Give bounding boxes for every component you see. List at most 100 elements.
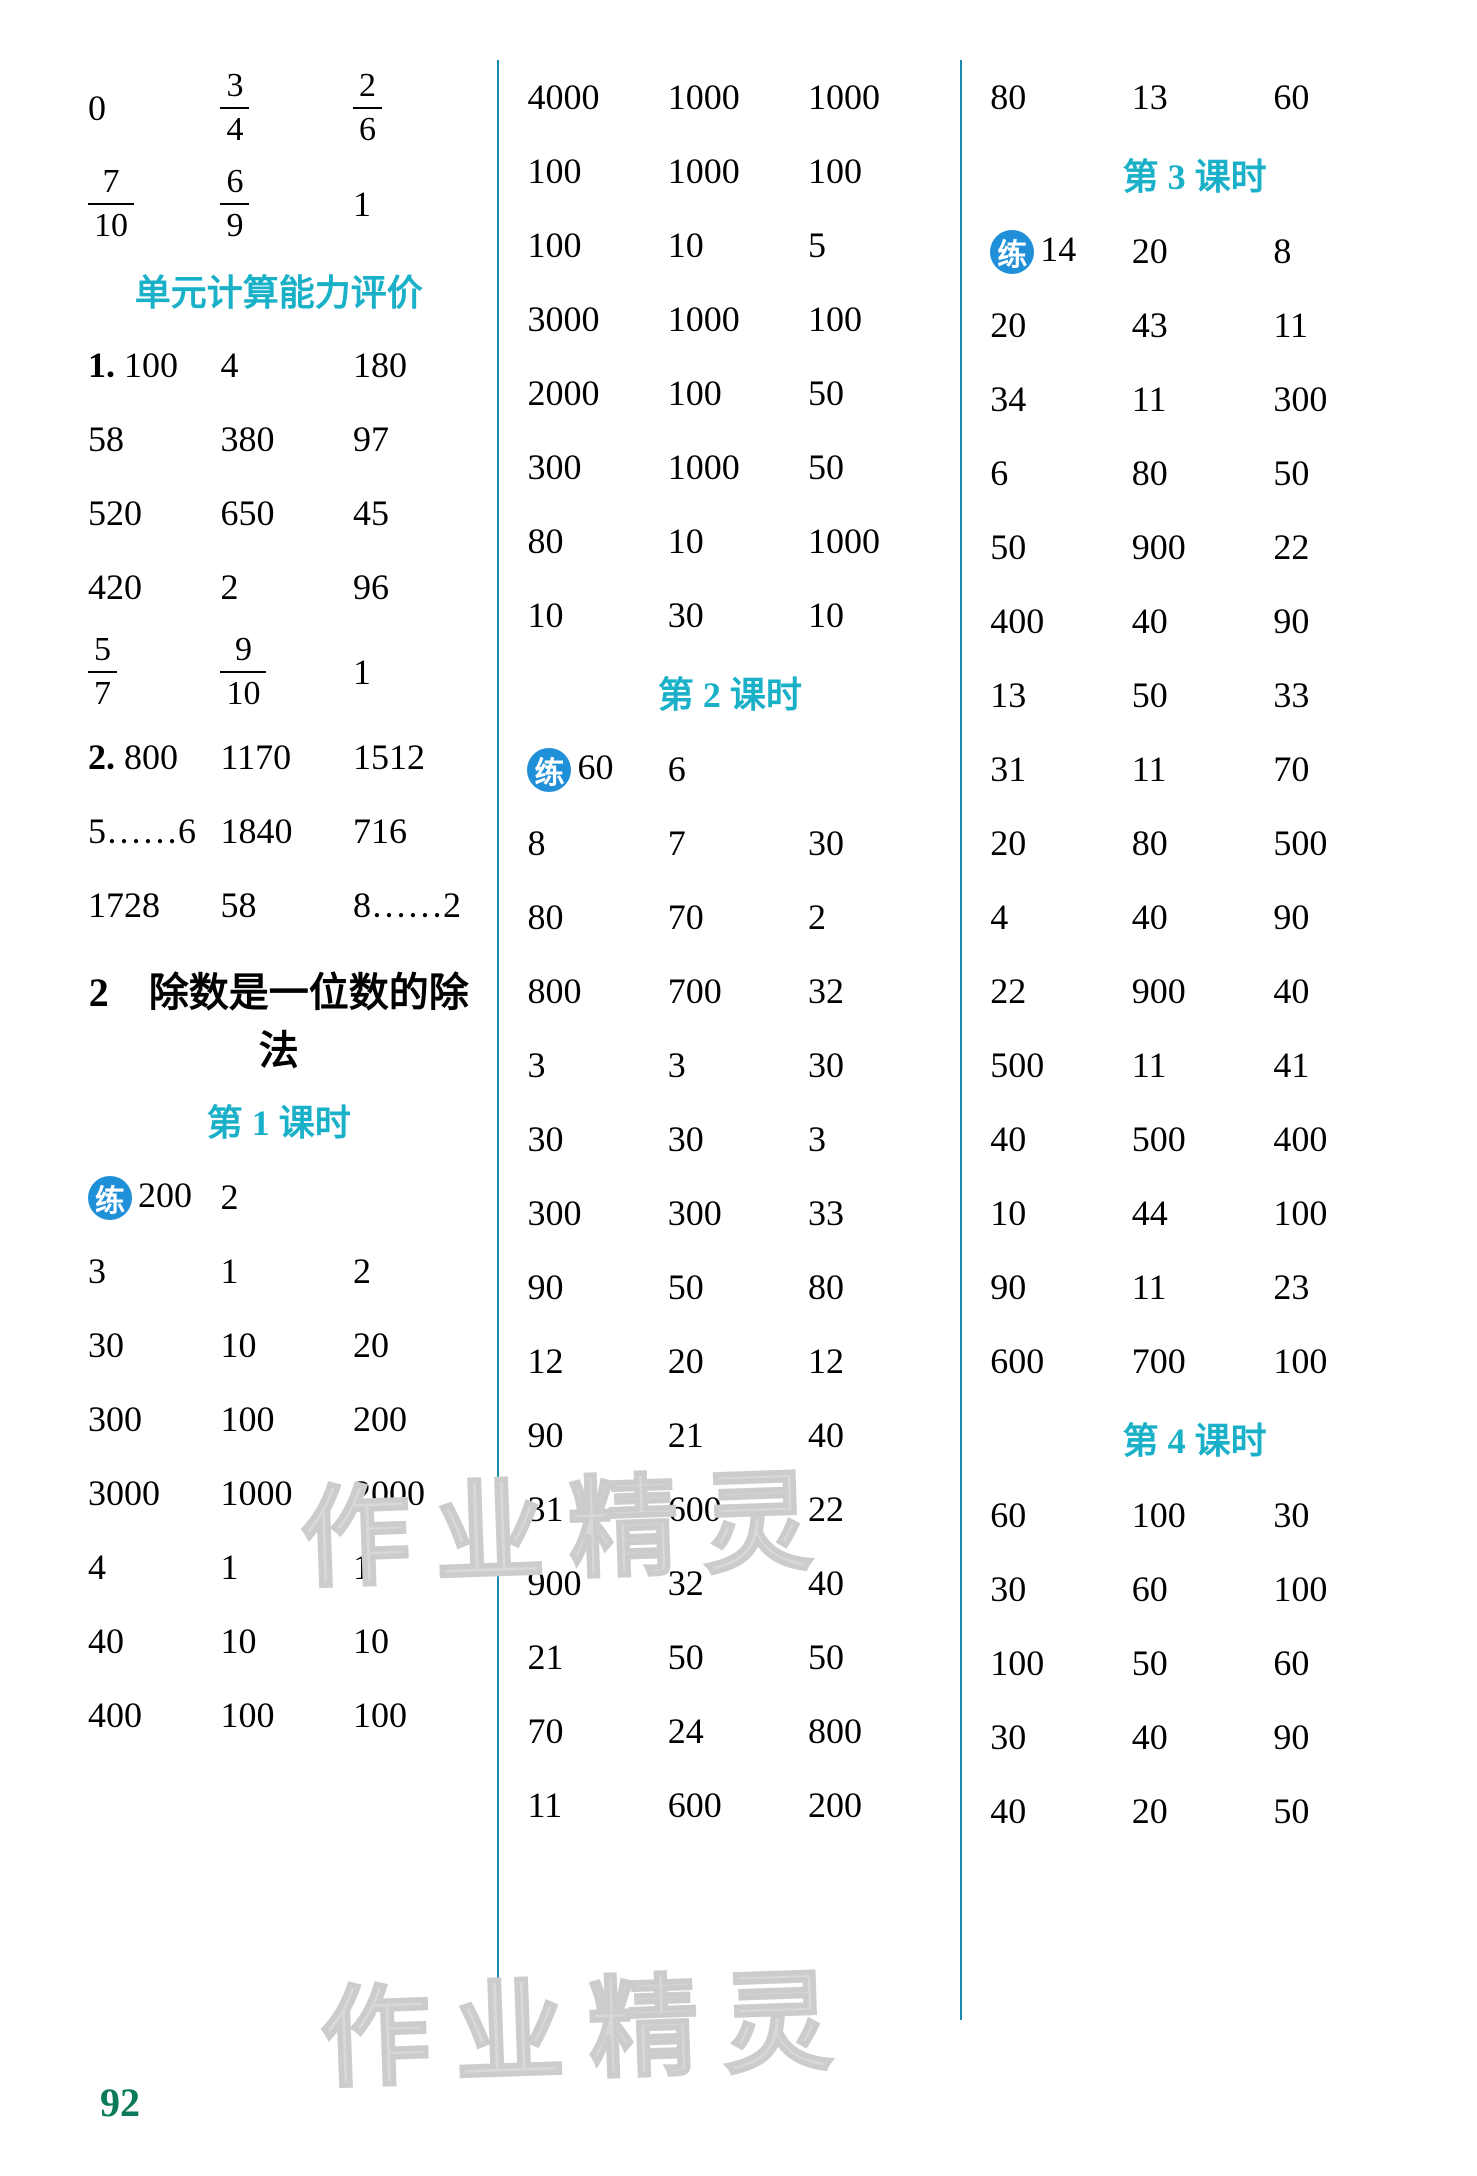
data-row: 300100200 xyxy=(80,1382,477,1456)
cell: 练60 xyxy=(519,746,659,793)
cell-value: 13 xyxy=(1132,77,1168,117)
cell: 1 xyxy=(345,1546,477,1588)
cell: 1 xyxy=(212,1250,344,1292)
cell-value: 1000 xyxy=(220,1473,292,1513)
cell: 200 xyxy=(800,1784,940,1826)
section-title: 2 除数是一位数的除法 xyxy=(80,942,477,1080)
cell: 70 xyxy=(1265,748,1407,790)
cell: 1840 xyxy=(212,810,344,852)
cell-value: 11 xyxy=(1132,1267,1167,1307)
cell: 11 xyxy=(1124,1266,1266,1308)
cell: 910 xyxy=(212,633,344,711)
cell-value: 10 xyxy=(220,1621,256,1661)
cell-value: 90 xyxy=(527,1267,563,1307)
cell-value: 31 xyxy=(990,749,1026,789)
lian-badge-icon: 练 xyxy=(527,748,571,792)
cell-value: 70 xyxy=(668,897,704,937)
cell: 80 xyxy=(519,896,659,938)
cell: 10 xyxy=(212,1324,344,1366)
cell: 100 xyxy=(519,150,659,192)
cell-value: 50 xyxy=(668,1267,704,1307)
cell-value: 100 xyxy=(1132,1495,1186,1535)
cell-value: 1000 xyxy=(808,521,880,561)
cell-value: 3000 xyxy=(527,299,599,339)
lian-badge-icon: 练 xyxy=(88,1176,132,1220)
cell: 6 xyxy=(660,748,800,790)
cell: 11 xyxy=(1265,304,1407,346)
cell-value: 13 xyxy=(990,675,1026,715)
cell-value: 2 xyxy=(220,567,238,607)
cell-value: 30 xyxy=(808,1045,844,1085)
col2-group1: 4000100010001001000100100105300010001002… xyxy=(519,60,940,652)
data-row: 03426 xyxy=(80,60,477,156)
cell: 4 xyxy=(80,1546,212,1588)
cell: 800 xyxy=(519,970,659,1012)
cell-value: 22 xyxy=(1273,527,1309,567)
cell: 11 xyxy=(1124,1044,1266,1086)
cell: 20 xyxy=(660,1340,800,1382)
cell-value: 30 xyxy=(990,1569,1026,1609)
data-row: 300100050 xyxy=(519,430,940,504)
cell: 40 xyxy=(1265,970,1407,1012)
cell-value: 2000 xyxy=(527,373,599,413)
cell-value: 50 xyxy=(1132,675,1168,715)
cell-value: 30 xyxy=(668,1119,704,1159)
cell-value: 700 xyxy=(1132,1341,1186,1381)
data-row: 9003240 xyxy=(519,1546,940,1620)
cell: 8 xyxy=(1265,230,1407,272)
cell-value: 4 xyxy=(220,345,238,385)
cell-value: 80 xyxy=(527,521,563,561)
cell: 69 xyxy=(212,165,344,243)
cell: 96 xyxy=(345,566,477,608)
cell: 300 xyxy=(519,1192,659,1234)
cell: 800 xyxy=(800,1710,940,1752)
cell-value: 100 xyxy=(1273,1341,1327,1381)
cell: 50 xyxy=(660,1636,800,1678)
col1-fracrows: 03426710691 xyxy=(80,60,477,252)
cell-value: 14 xyxy=(1040,229,1076,269)
data-row: 304090 xyxy=(982,1700,1407,1774)
cell-value: 20 xyxy=(990,305,1026,345)
cell-value: 44 xyxy=(1132,1193,1168,1233)
cell-value: 600 xyxy=(668,1785,722,1825)
cell-value: 80 xyxy=(527,897,563,937)
cell-value: 100 xyxy=(808,151,862,191)
cell: 60 xyxy=(1124,1568,1266,1610)
cell: 300 xyxy=(519,446,659,488)
data-row: 402050 xyxy=(982,1774,1407,1848)
cell: 30 xyxy=(660,1118,800,1160)
cell: 60 xyxy=(1265,1642,1407,1684)
data-row: 44090 xyxy=(982,880,1407,954)
cell-value: 20 xyxy=(668,1341,704,1381)
cell: 70 xyxy=(519,1710,659,1752)
cell: 10 xyxy=(982,1192,1124,1234)
cell: 100 xyxy=(660,372,800,414)
data-row: 8730 xyxy=(519,806,940,880)
cell-value: 58 xyxy=(88,419,124,459)
cell-value: 80 xyxy=(1132,823,1168,863)
cell-value: 50 xyxy=(808,373,844,413)
cell-value: 12 xyxy=(527,1341,563,1381)
data-row: 30001000100 xyxy=(519,282,940,356)
cell: 练14 xyxy=(982,228,1124,275)
cell: 57 xyxy=(80,633,212,711)
data-row: 600700100 xyxy=(982,1324,1407,1398)
cell-value: 7 xyxy=(668,823,686,863)
cell-value: 100 xyxy=(220,1695,274,1735)
cell: 30 xyxy=(800,822,940,864)
cell-value: 32 xyxy=(808,971,844,1011)
cell-value: 96 xyxy=(353,567,389,607)
cell: 40 xyxy=(1124,1716,1266,1758)
cell-value: 11 xyxy=(1273,305,1308,345)
data-row: 400100100 xyxy=(80,1678,477,1752)
cell: 7 xyxy=(660,822,800,864)
cell: 50 xyxy=(1124,674,1266,716)
cell-value: 100 xyxy=(990,1643,1044,1683)
item-prefix: 2. xyxy=(88,737,124,777)
cell-value: 100 xyxy=(527,225,581,265)
cell-value: 50 xyxy=(668,1637,704,1677)
cell-value: 300 xyxy=(527,1193,581,1233)
cell-value: 1000 xyxy=(668,77,740,117)
cell: 30 xyxy=(519,1118,659,1160)
cell: 40 xyxy=(800,1414,940,1456)
